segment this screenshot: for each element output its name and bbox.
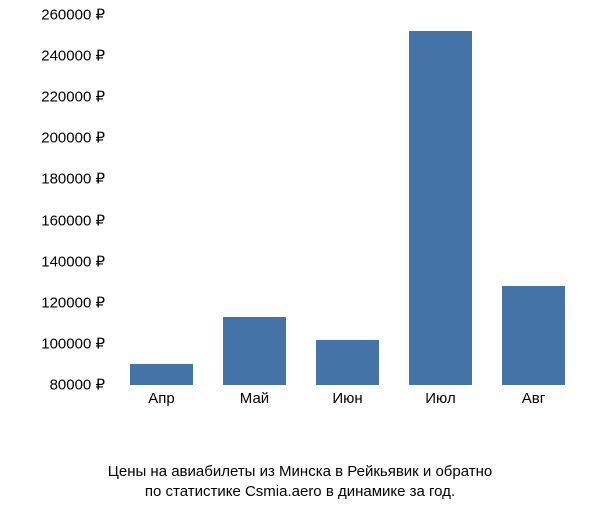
x-tick-label: Июл — [425, 390, 455, 407]
x-tick-label: Июн — [332, 390, 362, 407]
y-tick-label: 160000 ₽ — [5, 213, 105, 228]
bar — [502, 286, 565, 385]
y-axis: 80000 ₽100000 ₽120000 ₽140000 ₽160000 ₽1… — [10, 15, 110, 385]
bar — [223, 317, 286, 385]
x-axis: Апр Май Июн Июл Авг — [115, 390, 580, 415]
bar — [409, 31, 472, 385]
caption-line-1: Цены на авиабилеты из Минска в Рейкьявик… — [108, 463, 492, 480]
y-tick-label: 240000 ₽ — [5, 49, 105, 64]
plot-area — [115, 15, 580, 385]
x-tick-label: Апр — [148, 390, 174, 407]
y-tick-label: 260000 ₽ — [5, 8, 105, 23]
y-tick-label: 220000 ₽ — [5, 90, 105, 105]
bar — [316, 340, 379, 385]
x-tick-label: Авг — [522, 390, 545, 407]
y-tick-label: 100000 ₽ — [5, 336, 105, 351]
x-tick-label: Май — [240, 390, 269, 407]
y-tick-label: 200000 ₽ — [5, 131, 105, 146]
y-tick-label: 120000 ₽ — [5, 295, 105, 310]
y-tick-label: 180000 ₽ — [5, 172, 105, 187]
chart-caption: Цены на авиабилеты из Минска в Рейкьявик… — [0, 462, 600, 503]
bar — [130, 364, 193, 385]
y-tick-label: 140000 ₽ — [5, 254, 105, 269]
price-chart: 80000 ₽100000 ₽120000 ₽140000 ₽160000 ₽1… — [10, 10, 590, 440]
y-tick-label: 80000 ₽ — [5, 378, 105, 393]
caption-line-2: по статистике Csmia.aero в динамике за г… — [145, 483, 455, 500]
